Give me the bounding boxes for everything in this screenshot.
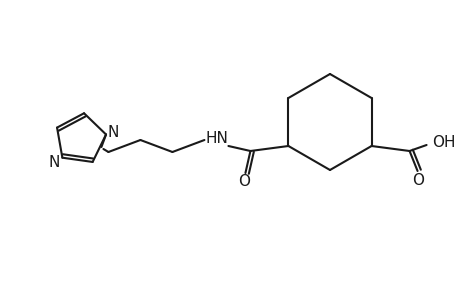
Text: N: N [107,125,118,140]
Text: N: N [49,155,60,170]
Text: HN: HN [206,130,229,146]
Text: O: O [238,175,250,190]
Text: O: O [412,172,424,188]
Text: OH: OH [431,134,454,149]
